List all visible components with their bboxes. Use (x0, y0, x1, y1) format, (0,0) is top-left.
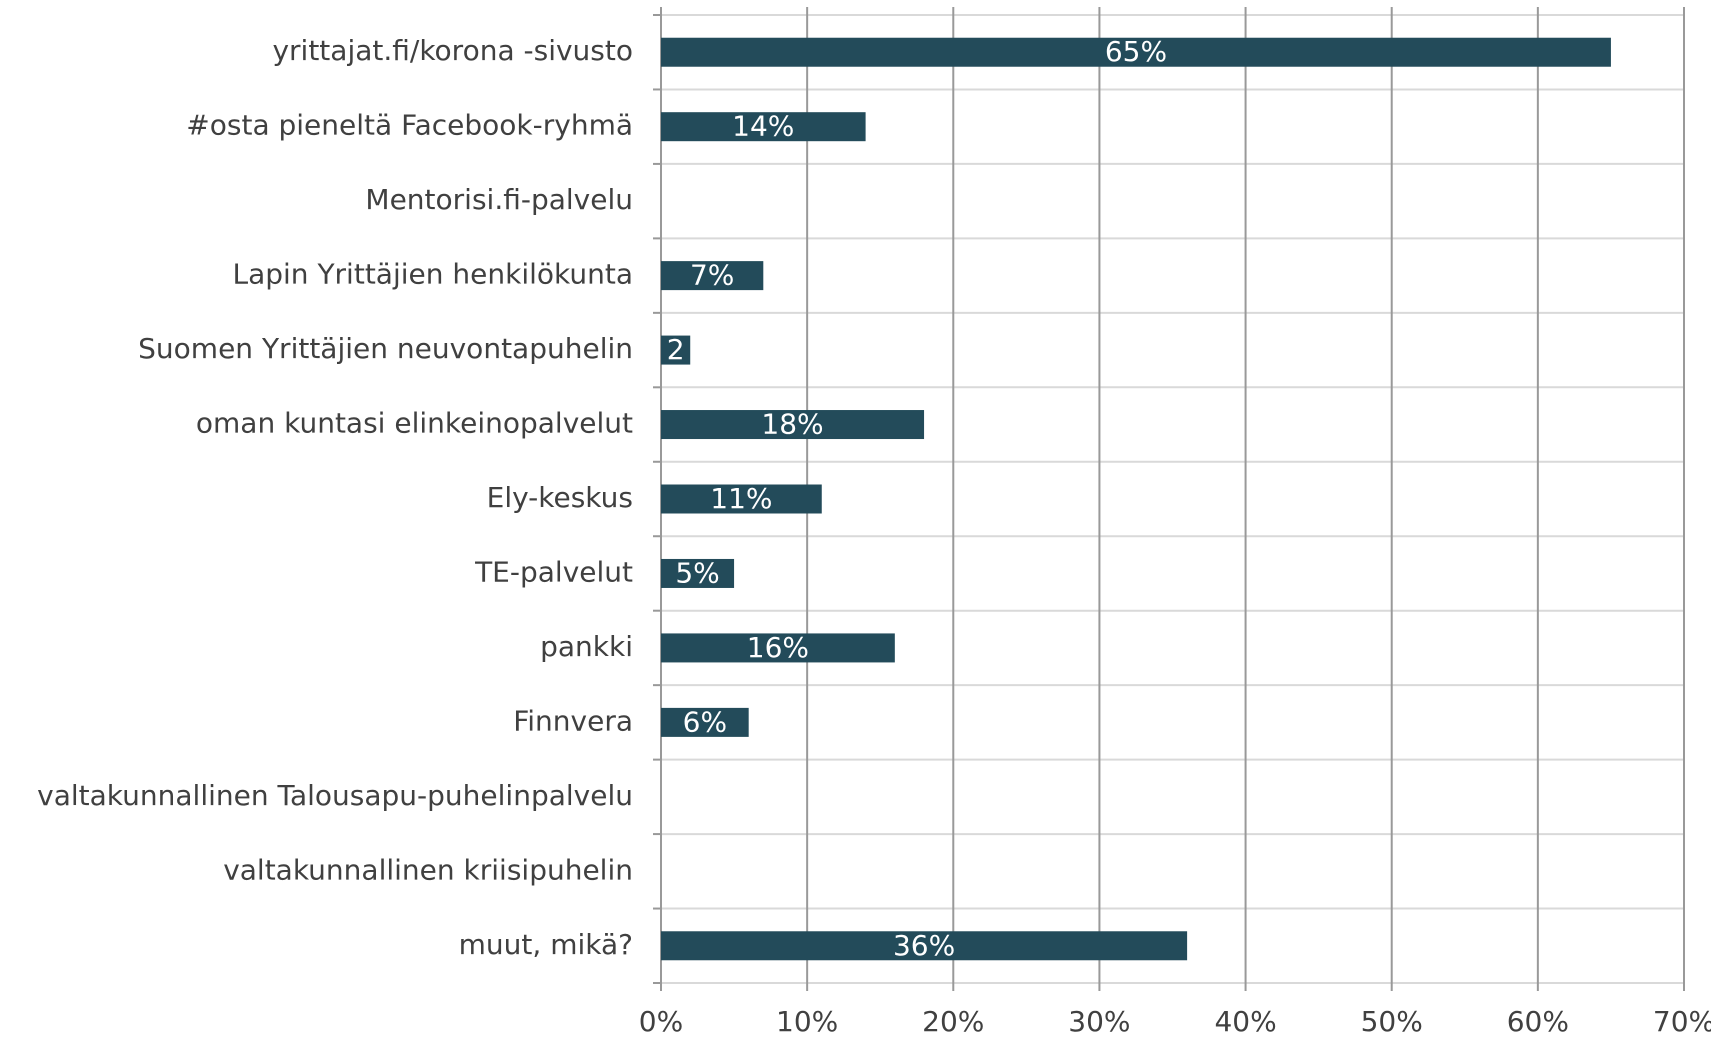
y-tick-label: Lapin Yrittäjien henkilökunta (232, 258, 633, 291)
y-tick-label: yrittajat.fi/korona -sivusto (272, 34, 633, 67)
data-label: 2 (667, 333, 685, 366)
data-label: 6% (683, 705, 727, 738)
y-tick-label: #osta pieneltä Facebook-ryhmä (186, 109, 633, 142)
bar (661, 261, 764, 291)
bar (661, 112, 866, 142)
bar (661, 558, 735, 588)
data-label: 65% (1105, 35, 1167, 68)
y-tick-label: TE-palvelut (474, 555, 633, 588)
bar (661, 335, 691, 365)
y-tick-label: muut, mikä? (459, 928, 633, 961)
y-tick-label: pankki (540, 630, 633, 663)
y-tick-label: valtakunnallinen kriisipuhelin (223, 853, 633, 886)
y-tick-label: Mentorisi.fi-palvelu (365, 183, 633, 216)
x-tick-label: 0% (639, 1005, 683, 1033)
data-label: 36% (893, 929, 955, 962)
x-tick-label: 50% (1361, 1005, 1423, 1033)
data-label: 11% (710, 482, 772, 515)
data-label: 5% (675, 556, 719, 589)
bar (661, 484, 822, 514)
y-tick-label: Finnvera (513, 704, 633, 737)
y-tick-label: Ely-keskus (487, 481, 633, 514)
data-label: 14% (732, 110, 794, 143)
data-label: 7% (690, 259, 734, 292)
bar (661, 37, 1611, 67)
y-tick-label: valtakunnallinen Talousapu-puhelinpalvel… (37, 779, 633, 812)
bar (661, 633, 895, 663)
x-tick-label: 40% (1214, 1005, 1276, 1033)
bar (661, 931, 1188, 961)
x-tick-label: 10% (776, 1005, 838, 1033)
x-tick-label: 70% (1653, 1005, 1711, 1033)
data-label: 16% (747, 631, 809, 664)
bar (661, 410, 925, 440)
data-label: 18% (761, 408, 823, 441)
x-tick-label: 20% (922, 1005, 984, 1033)
bar (661, 707, 749, 737)
x-tick-label: 60% (1507, 1005, 1569, 1033)
x-tick-label: 30% (1068, 1005, 1130, 1033)
y-tick-label: Suomen Yrittäjien neuvontapuhelin (138, 332, 633, 365)
y-tick-label: oman kuntasi elinkeinopalvelut (196, 407, 633, 440)
